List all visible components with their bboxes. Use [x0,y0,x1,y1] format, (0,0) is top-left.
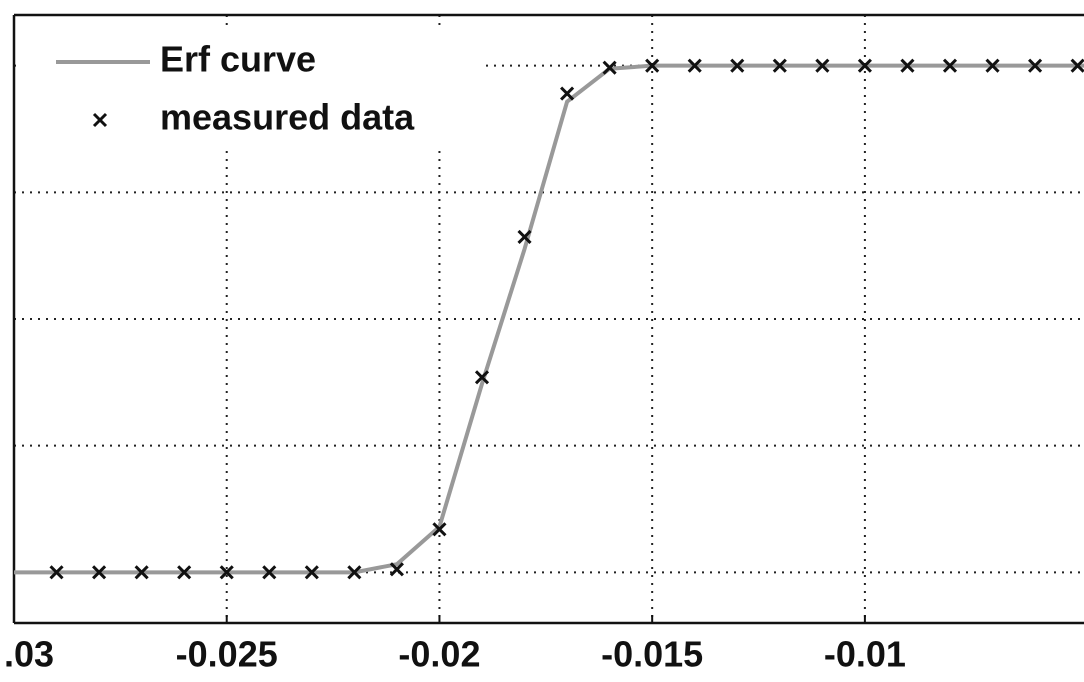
data-point [219,565,234,580]
erf-curve [14,63,1084,575]
data-point [347,565,362,580]
data-point [1028,58,1043,73]
data-point [92,565,107,580]
data-point [389,562,404,577]
legend-marker [92,112,108,128]
data-point [517,229,532,244]
data-point [645,58,660,73]
data-point [602,60,617,75]
x-tick-label: -0.02 [398,634,480,675]
x-tick-label: .03 [4,634,54,675]
data-point [49,565,64,580]
data-point [730,58,745,73]
data-point [985,58,1000,73]
data-point [815,58,830,73]
data-point [857,58,872,73]
legend-background [22,30,480,150]
data-point [262,565,277,580]
data-point [304,565,319,580]
data-point [900,58,915,73]
data-point [687,58,702,73]
x-tick-label: -0.01 [824,634,906,675]
data-point [772,58,787,73]
data-point [432,522,447,537]
x-tick-label: -0.025 [176,634,278,675]
legend-label: Erf curve [160,39,316,80]
legend-label: measured data [160,97,415,138]
data-point [177,565,192,580]
x-tick-label: -0.015 [601,634,703,675]
data-point [942,58,958,73]
data-point [1070,58,1084,73]
data-point [560,86,575,101]
data-point [474,370,490,385]
data-point [134,565,149,580]
